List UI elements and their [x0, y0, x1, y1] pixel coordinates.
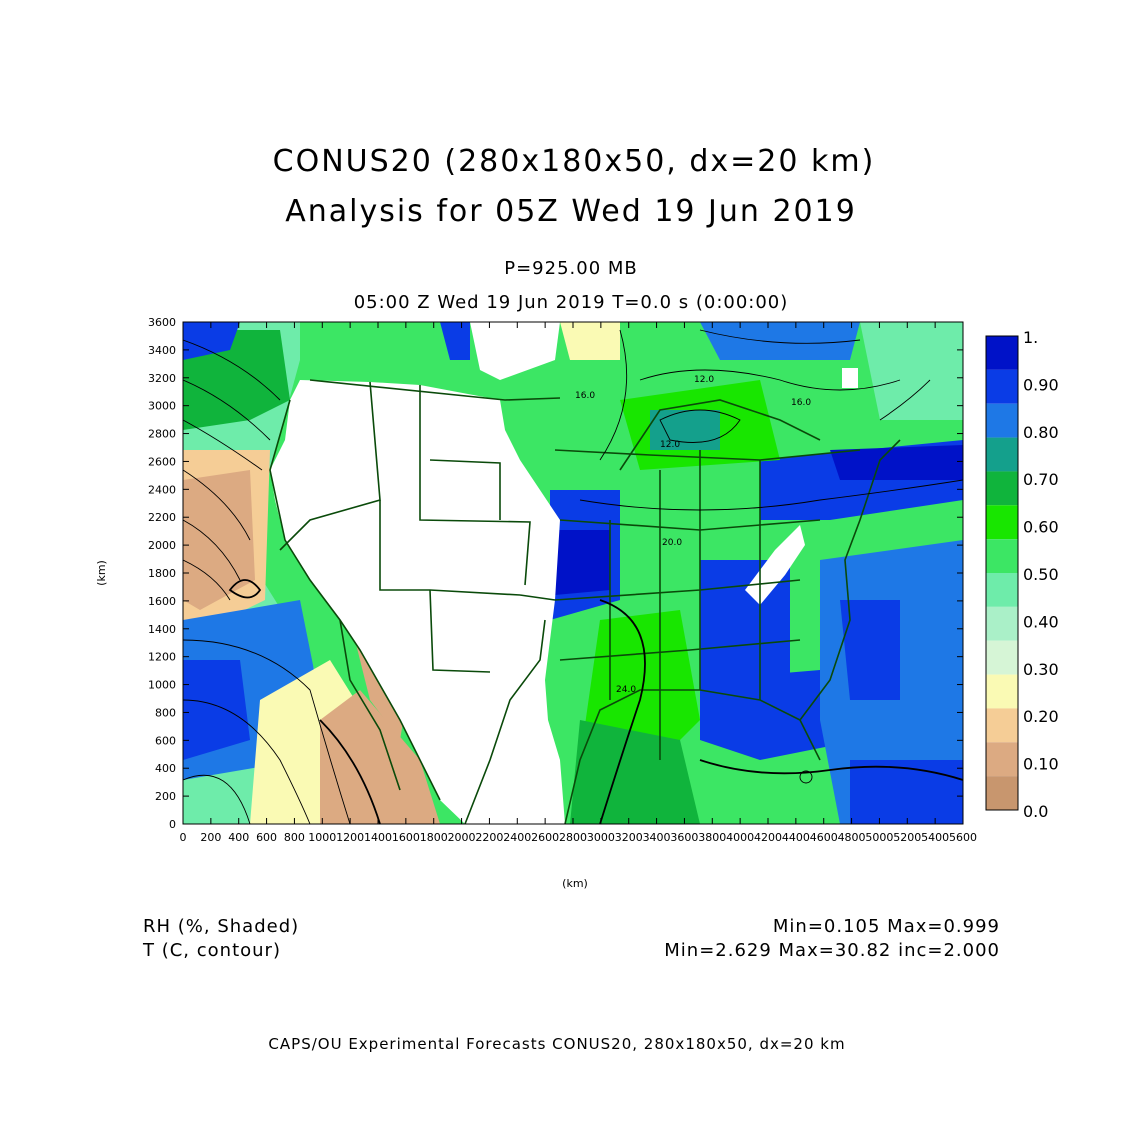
x-tick-label: 4400 [782, 831, 810, 844]
y-tick-label: 2400 [148, 483, 176, 496]
x-tick-label: 1400 [364, 831, 392, 844]
colorbar-swatch [986, 708, 1018, 743]
y-tick-label: 1000 [148, 679, 176, 692]
x-tick-label: 3800 [698, 831, 726, 844]
colorbar-label: 0.0 [1023, 802, 1048, 821]
x-tick-label: 2000 [448, 831, 476, 844]
y-axis-label: (km) [95, 560, 108, 586]
x-tick-label: 3200 [615, 831, 643, 844]
y-tick-label: 1400 [148, 623, 176, 636]
contour-label: 20.0 [662, 538, 682, 548]
x-tick-label: 200 [200, 831, 221, 844]
y-tick-label: 2000 [148, 539, 176, 552]
contour-labels: 12.0 16.0 16.0 12.0 20.0 24.0 [575, 375, 811, 695]
contour-field-label: T (C, contour) [143, 940, 281, 961]
x-tick-label: 400 [228, 831, 249, 844]
colorbar-swatch [986, 742, 1018, 777]
contour-label: 16.0 [575, 391, 595, 401]
x-tick-label: 4000 [726, 831, 754, 844]
x-axis: 0 200 400 600 800 1000 1200 1400 1600 1800 2000 220… [180, 322, 977, 844]
x-tick-label: 3600 [670, 831, 698, 844]
shade-field-label: RH (%, Shaded) [143, 916, 300, 937]
y-tick-label: 3400 [148, 344, 176, 357]
y-tick-label: 1800 [148, 567, 176, 580]
y-axis: 0 200 400 600 800 1000 1200 1400 1600 1800 2000 220… [148, 316, 963, 831]
y-tick-label: 2600 [148, 455, 176, 468]
colorbar-swatch [986, 369, 1018, 404]
rh-shading [183, 322, 963, 824]
colorbar-swatch [986, 403, 1018, 438]
title-line-1: CONUS20 (280x180x50, dx=20 km) [272, 144, 876, 179]
x-tick-label: 5600 [949, 831, 977, 844]
x-tick-label: 4800 [838, 831, 866, 844]
colorbar-label: 0.30 [1023, 660, 1059, 679]
x-tick-label: 5200 [893, 831, 921, 844]
x-tick-label: 0 [180, 831, 187, 844]
y-tick-label: 200 [155, 790, 176, 803]
y-tick-label: 2200 [148, 511, 176, 524]
colorbar-swatch [986, 674, 1018, 709]
y-tick-label: 1600 [148, 595, 176, 608]
x-tick-label: 600 [256, 831, 277, 844]
colorbar-swatch [986, 776, 1018, 810]
contour-label: 12.0 [660, 440, 680, 450]
y-tick-label: 3200 [148, 372, 176, 385]
x-tick-label: 800 [284, 831, 305, 844]
x-tick-label: 1200 [336, 831, 364, 844]
x-tick-label: 4600 [810, 831, 838, 844]
colorbar-label: 0.90 [1023, 375, 1059, 394]
y-tick-label: 600 [155, 734, 176, 747]
colorbar-label: 0.60 [1023, 518, 1059, 537]
contour-label: 24.0 [616, 685, 636, 695]
y-tick-label: 3600 [148, 316, 176, 329]
x-tick-label: 1000 [308, 831, 336, 844]
shade-stats: Min=0.105 Max=0.999 [772, 916, 1000, 937]
x-tick-label: 1800 [420, 831, 448, 844]
y-tick-label: 400 [155, 762, 176, 775]
x-axis-label: (km) [562, 877, 588, 890]
pressure-level: P=925.00 MB [504, 258, 638, 279]
colorbar-swatch [986, 640, 1018, 675]
y-tick-label: 800 [155, 706, 176, 719]
x-tick-label: 3400 [643, 831, 671, 844]
x-tick-label: 5400 [921, 831, 949, 844]
y-tick-label: 1200 [148, 651, 176, 664]
x-tick-label: 2400 [503, 831, 531, 844]
colorbar: 1. 0.90 0.80 0.70 0.60 0.50 0.40 0.30 0.20 0.10 0.… [985, 328, 1059, 821]
colorbar-label: 1. [1023, 328, 1038, 347]
x-tick-label: 4200 [754, 831, 782, 844]
y-tick-label: 2800 [148, 428, 176, 441]
colorbar-label: 0.40 [1023, 612, 1059, 631]
colorbar-label: 0.70 [1023, 470, 1059, 489]
colorbar-swatch [986, 573, 1018, 607]
contour-label: 12.0 [694, 375, 714, 385]
colorbar-swatch [986, 539, 1018, 573]
x-tick-label: 2200 [475, 831, 503, 844]
x-tick-label: 2600 [531, 831, 559, 844]
colorbar-label: 0.50 [1023, 565, 1059, 584]
colorbar-label: 0.10 [1023, 755, 1059, 774]
title-line-2: Analysis for 05Z Wed 19 Jun 2019 [285, 194, 857, 229]
x-tick-label: 5000 [865, 831, 893, 844]
colorbar-swatch [986, 471, 1018, 506]
colorbar-frame [985, 335, 1019, 811]
colorbar-swatch [986, 437, 1018, 472]
colorbar-label: 0.20 [1023, 707, 1059, 726]
x-tick-label: 2800 [559, 831, 587, 844]
colorbar-swatch [986, 336, 1018, 370]
contour-label: 16.0 [791, 398, 811, 408]
political-boundaries [269, 379, 901, 824]
colorbar-swatch [986, 606, 1018, 641]
colorbar-swatch [986, 505, 1018, 540]
x-tick-label: 1600 [392, 831, 420, 844]
colorbar-label: 0.80 [1023, 423, 1059, 442]
contour-stats: Min=2.629 Max=30.82 inc=2.000 [664, 940, 1000, 961]
valid-time: 05:00 Z Wed 19 Jun 2019 T=0.0 s (0:00:00… [353, 292, 789, 313]
temperature-contours [183, 329, 963, 824]
y-tick-label: 3000 [148, 400, 176, 413]
y-tick-label: 0 [169, 818, 176, 831]
credit-line: CAPS/OU Experimental Forecasts CONUS20, … [268, 1035, 846, 1053]
x-tick-label: 3000 [587, 831, 615, 844]
